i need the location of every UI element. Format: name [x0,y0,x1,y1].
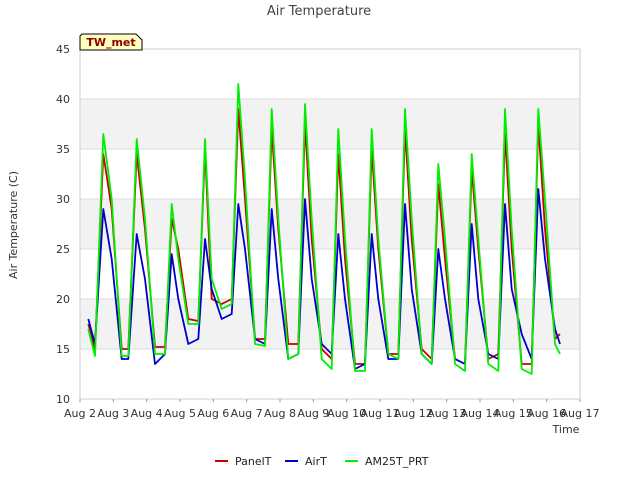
y-axis-title: Air Temperature (C) [7,171,20,279]
plot-bands [80,99,580,349]
y-tick-label: 15 [56,343,70,356]
y-tick-label: 25 [56,243,70,256]
x-tick-label: Aug 14 [461,407,500,420]
x-tick-label: Aug 8 [264,407,296,420]
series-line-am25t-prt [87,83,561,375]
x-tick-label: Aug 2 [64,407,96,420]
x-tick-label: Aug 15 [494,407,533,420]
y-tick-label: 35 [56,143,70,156]
x-tick-label: Aug 17 [561,407,600,420]
legend: PanelT AirT AM25T_PRT [215,455,429,468]
y-tick-label: 30 [56,193,70,206]
x-tick-label: Aug 9 [297,407,329,420]
y-tick-label: 45 [56,43,70,56]
station-badge: TW_met [79,33,143,51]
plot-band [80,99,580,149]
plot-band [80,199,580,249]
x-tick-label: Aug 11 [361,407,400,420]
y-tick-label: 40 [56,93,70,106]
y-tick-label: 10 [56,393,70,406]
x-tick-label: Aug 13 [427,407,466,420]
x-tick-label: Aug 16 [527,407,566,420]
plot-frame [79,48,581,400]
series-group [87,83,561,375]
legend-label: PanelT [235,455,272,468]
x-tick-label: Aug 12 [394,407,433,420]
legend-label: AM25T_PRT [365,455,429,468]
badge-shape [79,33,143,51]
y-tick-label: 20 [56,293,70,306]
badge-label: TW_met [86,36,135,49]
chart-title: Air Temperature [267,4,371,19]
x-tick-label: Aug 5 [164,407,196,420]
plot-band [80,299,580,349]
x-tick-label: Aug 4 [131,407,163,420]
x-tick-label: Aug 10 [327,407,366,420]
x-tick-label: Aug 3 [97,407,129,420]
series-line-airt [87,188,561,370]
x-axis-title: Time [552,423,580,436]
x-tick-label: Aug 7 [231,407,263,420]
legend-label: AirT [305,455,327,468]
x-tick-labels: Aug 2 Aug 3 Aug 4 Aug 5 Aug 6 Aug 7 Aug 8 Aug 9… [64,399,599,420]
y-tick-labels: 10 15 20 25 30 35 40 45 [56,43,70,406]
x-tick-label: Aug 6 [197,407,229,420]
